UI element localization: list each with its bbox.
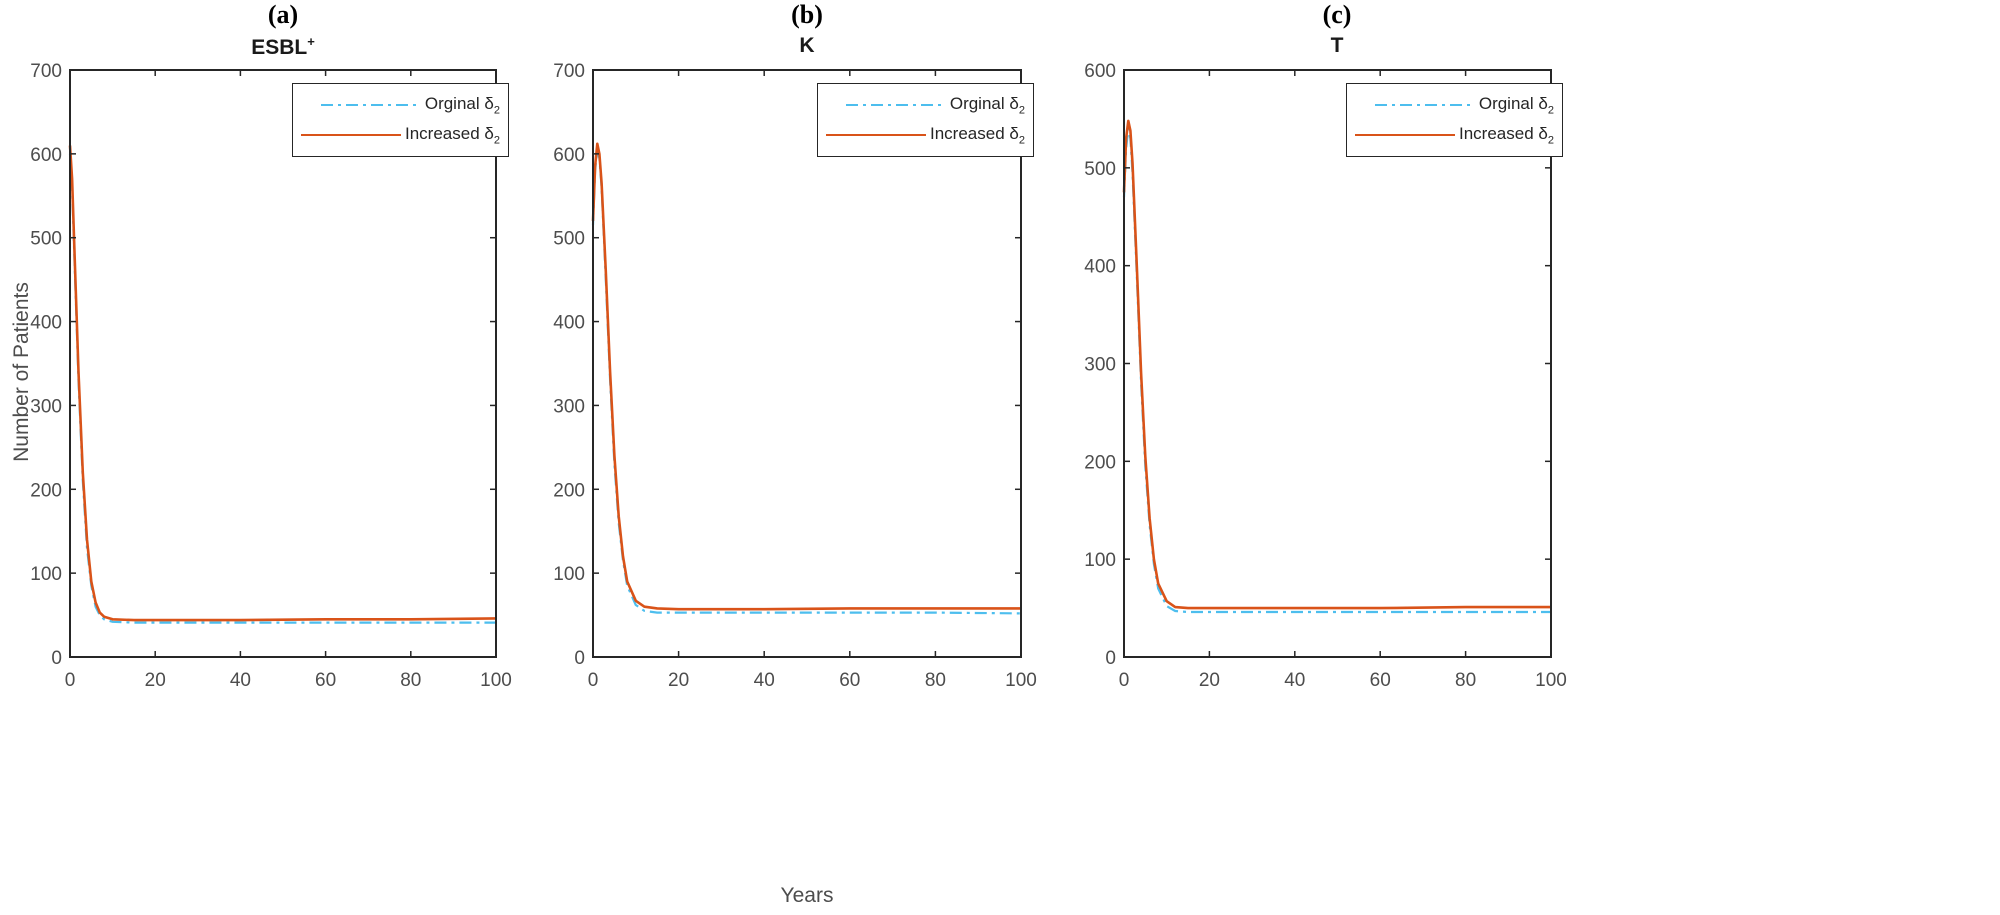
x-tick-label: 40 (754, 670, 775, 691)
panel-title-a-sup: + (307, 34, 315, 49)
series-original (1122, 127, 1551, 614)
y-tick-label: 400 (1084, 257, 1116, 278)
y-tick-label: 0 (51, 648, 62, 669)
x-tick-label: 100 (1005, 670, 1037, 691)
panel-title-b-text: K (799, 34, 815, 57)
x-tick-label: 100 (1535, 670, 1567, 691)
solid-line-icon (1355, 133, 1455, 137)
axes-frame (1123, 69, 1552, 658)
series-original (68, 153, 496, 624)
y-tick-label: 500 (1084, 159, 1116, 180)
y-tick-label: 500 (30, 229, 62, 250)
y-tick-label: 100 (30, 564, 62, 585)
x-tick-label: 100 (480, 670, 512, 691)
x-tick-label: 20 (145, 670, 166, 691)
x-tick-label: 80 (925, 670, 946, 691)
series-increased (68, 145, 497, 622)
legend-entry-original: Orginal δ2 (1355, 90, 1554, 120)
panel-title-c-text: T (1330, 34, 1344, 57)
x-tick-label: 80 (1455, 670, 1476, 691)
y-tick-label: 200 (1084, 452, 1116, 473)
legend-label-original: Orginal δ2 (1478, 93, 1554, 117)
legend-entry-increased: Increased δ2 (1355, 120, 1554, 150)
panel-title-a-text: ESBL (251, 36, 308, 59)
panel-letter-a: (a) (267, 0, 299, 29)
y-tick-label: 100 (553, 564, 585, 585)
y-tick-label: 200 (30, 480, 62, 501)
legend-entry-increased: Increased δ2 (301, 120, 500, 150)
dash-dot-line-icon (320, 104, 421, 106)
series-original (591, 148, 1022, 615)
x-tick-label: 60 (315, 670, 336, 691)
y-tick-label: 0 (574, 648, 585, 669)
panel-title-b: K (799, 34, 814, 58)
x-tick-label: 60 (839, 670, 860, 691)
legend-entry-original: Orginal δ2 (301, 90, 500, 120)
legend-label-increased: Increased δ2 (1459, 123, 1554, 147)
series-increased (1122, 119, 1551, 610)
legend-a: Orginal δ2 Increased δ2 (292, 83, 509, 157)
legend-b: Orginal δ2 Increased δ2 (817, 83, 1034, 157)
x-tick-label: 80 (400, 670, 421, 691)
axes-panel-2: 0 20 40 60 80 100 0 100 200 300 400 500 600 700 (553, 61, 1037, 691)
x-tick-label: 0 (1119, 670, 1130, 691)
x-axis-title: Years (780, 884, 834, 907)
x-tick-label: 20 (1199, 670, 1220, 691)
legend-label-increased: Increased δ2 (930, 123, 1025, 147)
y-tick-label: 100 (1084, 550, 1116, 571)
x-tick-label: 40 (1284, 670, 1305, 691)
legend-c: Orginal δ2 Increased δ2 (1346, 83, 1563, 157)
x-tick-label: 40 (230, 670, 251, 691)
y-tick-label: 600 (553, 145, 585, 166)
panel-letter-b: (b) (791, 0, 823, 29)
y-tick-label: 300 (553, 396, 585, 417)
panel-letter-c: (c) (1322, 0, 1352, 29)
y-tick-label: 600 (30, 145, 62, 166)
solid-line-icon (301, 133, 401, 137)
legend-entry-original: Orginal δ2 (826, 90, 1025, 120)
y-tick-label: 700 (553, 61, 585, 82)
axes-panel-1: 0 20 40 60 80 100 0 100 200 300 400 500 600 700 (30, 61, 512, 691)
y-tick-label: 300 (1084, 355, 1116, 376)
y-tick-label: 500 (553, 229, 585, 250)
legend-entry-increased: Increased δ2 (826, 120, 1025, 150)
y-tick-label: 300 (30, 396, 62, 417)
y-axis-title: Number of Patients (10, 282, 33, 462)
y-tick-label: 0 (1105, 648, 1116, 669)
y-tick-label: 400 (30, 313, 62, 334)
axes-frame (592, 69, 1022, 658)
x-tick-label: 0 (65, 670, 76, 691)
dash-dot-line-icon (845, 104, 946, 106)
x-tick-label: 0 (588, 670, 599, 691)
y-tick-label: 600 (1084, 61, 1116, 82)
panel-title-c: T (1331, 34, 1344, 58)
axes-frame (69, 69, 497, 658)
panel-title-a: ESBL+ (251, 34, 315, 60)
dash-dot-line-icon (1374, 104, 1475, 106)
y-tick-label: 200 (553, 480, 585, 501)
series-increased (591, 142, 1021, 611)
y-tick-label: 700 (30, 61, 62, 82)
legend-label-original: Orginal δ2 (424, 93, 500, 117)
axes-panel-3: 0 20 40 60 80 100 0 100 200 300 400 500 600 (1084, 61, 1567, 691)
x-tick-label: 60 (1370, 670, 1391, 691)
y-tick-label: 400 (553, 313, 585, 334)
legend-label-original: Orginal δ2 (949, 93, 1025, 117)
legend-label-increased: Increased δ2 (405, 123, 500, 147)
x-tick-label: 20 (668, 670, 689, 691)
solid-line-icon (826, 133, 926, 137)
